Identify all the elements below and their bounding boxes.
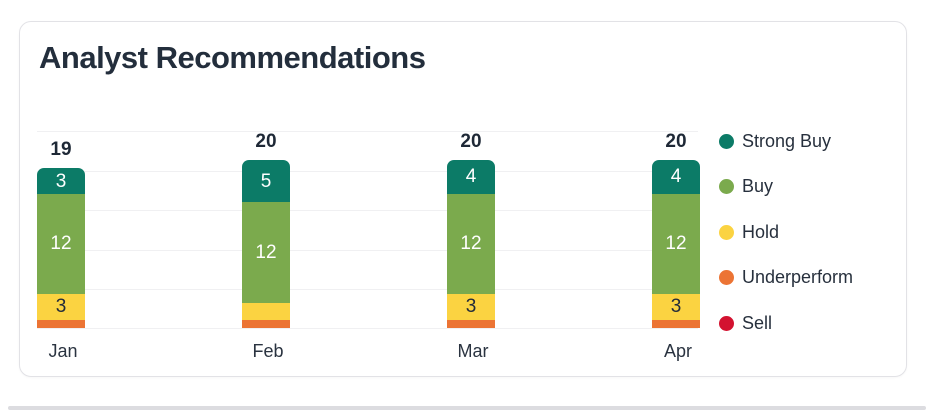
bar-segment-hold[interactable] <box>242 302 290 320</box>
legend-dot-icon <box>719 133 734 149</box>
x-axis-label-apr: Apr <box>663 341 692 361</box>
x-axis-label-jan: Jan <box>48 341 78 361</box>
legend-item-buy[interactable]: Buy <box>719 176 853 196</box>
bar-apr[interactable]: 4 12 3 <box>652 160 700 328</box>
legend-label: Underperform <box>742 267 854 287</box>
gridline <box>37 289 698 291</box>
bar-segment-strong-buy[interactable]: 5 <box>242 160 290 202</box>
gridline <box>37 131 698 132</box>
legend-label: Strong Buy <box>742 130 832 151</box>
legend-label: Buy <box>742 176 774 196</box>
bar-total-label: 20 <box>255 131 277 152</box>
gridline <box>37 170 698 172</box>
legend-item-strong-buy[interactable]: Strong Buy <box>719 130 853 151</box>
bar-segment-underperform[interactable] <box>37 319 85 328</box>
legend-dot-icon <box>719 270 734 285</box>
bar-segment-hold[interactable]: 3 <box>447 294 495 320</box>
bar-mar[interactable]: 4 12 3 <box>447 160 495 328</box>
bar-segment-hold[interactable]: 3 <box>652 294 700 320</box>
legend-dot-icon <box>719 224 734 240</box>
bar-segment-underperform[interactable] <box>652 319 700 328</box>
bar-segment-buy[interactable]: 12 <box>652 193 700 295</box>
gridline <box>37 210 698 212</box>
legend-dot-icon <box>719 315 734 331</box>
analyst-recommendations-card: Analyst Recommendations 3 12 3 19 Jan 5 12 20 Fe… <box>19 21 907 377</box>
bar-total-label: 20 <box>665 131 687 152</box>
page-divider <box>8 406 926 410</box>
gridline <box>37 249 698 251</box>
legend-item-hold[interactable]: Hold <box>719 221 853 242</box>
legend-item-underperform[interactable]: Underperform <box>719 267 854 287</box>
bar-total-label: 19 <box>50 139 72 161</box>
bar-segment-strong-buy[interactable]: 4 <box>447 160 495 194</box>
bar-segment-buy[interactable]: 12 <box>242 202 290 303</box>
bar-segment-strong-buy[interactable]: 4 <box>652 160 700 194</box>
bar-segment-buy[interactable]: 12 <box>37 193 85 295</box>
legend-dot-icon <box>719 179 734 194</box>
plot-area: 3 12 3 19 Jan 5 12 20 Feb 4 12 3 20 Mar 4 12 3 20 Apr <box>37 131 700 361</box>
legend-label: Hold <box>742 221 780 242</box>
bar-segment-hold[interactable]: 3 <box>37 294 85 320</box>
chart-title: Analyst Recommendations <box>39 40 426 75</box>
bar-segment-buy[interactable]: 12 <box>447 193 495 295</box>
bar-total-label: 20 <box>460 131 482 152</box>
legend: Strong Buy Buy Hold Underperform Sell <box>719 130 854 360</box>
legend-label: Sell <box>742 312 773 333</box>
bar-segment-underperform[interactable] <box>242 319 290 328</box>
legend-item-sell[interactable]: Sell <box>719 312 853 333</box>
bar-jan[interactable]: 3 12 3 <box>37 168 85 328</box>
bar-feb[interactable]: 5 12 <box>242 160 290 328</box>
bar-segment-strong-buy[interactable]: 3 <box>37 168 85 194</box>
gridline <box>37 328 698 329</box>
x-axis-label-feb: Feb <box>252 341 284 361</box>
bar-segment-underperform[interactable] <box>447 319 495 328</box>
x-axis-label-mar: Mar <box>457 341 489 361</box>
